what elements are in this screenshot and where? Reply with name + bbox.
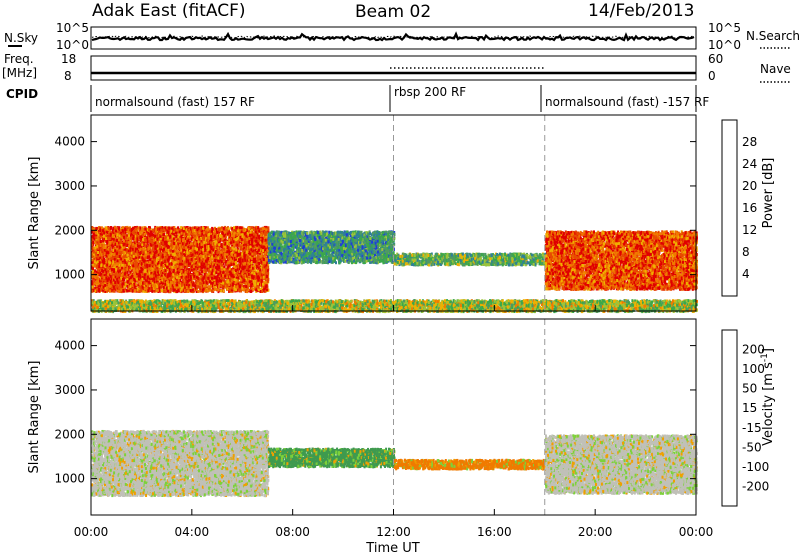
freq-right-tick-bottom: 0 bbox=[708, 69, 716, 83]
noise-right-tick-top: 10^5 bbox=[708, 21, 741, 35]
power-cell-0 bbox=[92, 290, 94, 293]
noise-left-label: N.Sky bbox=[4, 31, 38, 45]
cpid-segment-2: rbsp 200 RF bbox=[394, 85, 466, 99]
cpid-segment-3: normalsound (fast) -157 RF bbox=[545, 95, 709, 109]
cpid-segment-1: normalsound (fast) 157 RF bbox=[95, 95, 255, 109]
freq-panel-frame bbox=[91, 56, 696, 80]
noise-right-label: N.Search bbox=[746, 29, 800, 43]
freq-left-tick-bottom: 8 bbox=[64, 69, 72, 83]
freq-right-tick-top: 60 bbox=[708, 52, 723, 66]
nave-label: Nave bbox=[760, 62, 791, 76]
noise-left-tick-bottom: 10^0 bbox=[56, 38, 89, 52]
noise-left-tick-top: 10^5 bbox=[56, 21, 89, 35]
radar-title: Adak East (fitACF) bbox=[92, 1, 246, 21]
power-cell-0 bbox=[150, 249, 152, 252]
freq-left-label: Freq. bbox=[4, 52, 34, 66]
freq-left-tick-top: 18 bbox=[61, 52, 76, 66]
noise-right-tick-bottom: 10^0 bbox=[708, 38, 741, 52]
beam-label: Beam 02 bbox=[355, 2, 431, 22]
power-data-layer bbox=[91, 115, 698, 313]
power-cell-0 bbox=[128, 262, 130, 265]
date-label: 14/Feb/2013 bbox=[588, 1, 694, 21]
radar-figure: Adak East (fitACF) Beam 02 14/Feb/2013 N… bbox=[0, 0, 800, 554]
cpid-label: CPID bbox=[6, 87, 38, 101]
freq-left-unit: [MHz] bbox=[2, 66, 37, 80]
power-cell-0 bbox=[199, 290, 201, 293]
power-cell-0 bbox=[267, 226, 269, 229]
noise-sky-trace bbox=[92, 34, 694, 40]
